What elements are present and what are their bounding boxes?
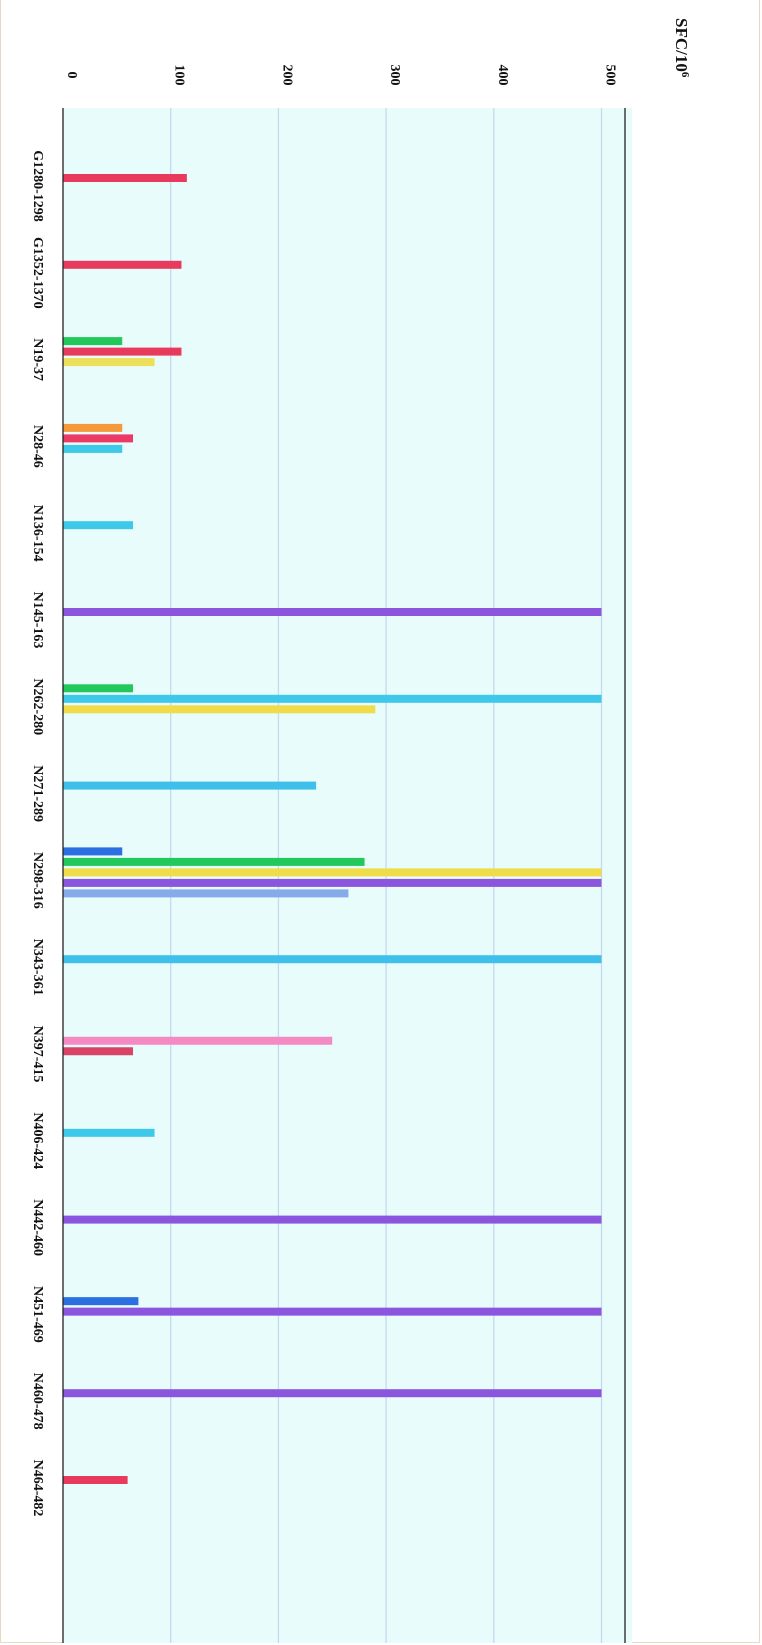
value-tick-label: 400 — [495, 65, 510, 86]
bar-n343-361-1 — [63, 955, 602, 964]
bar-n19-37-2 — [63, 347, 182, 356]
bar-n28-46-2 — [63, 434, 134, 443]
category-label: N442-460 — [30, 1199, 45, 1256]
bar-n298-316-4 — [63, 878, 602, 887]
value-tick-label: 0 — [64, 72, 79, 79]
value-tick-labels: 0 100 200 300 400 500 — [64, 65, 618, 86]
category-label: N262-280 — [30, 678, 45, 735]
bar-n136-154-1 — [63, 521, 134, 530]
value-tick-label: 500 — [603, 65, 618, 86]
bar-n28-46-1 — [63, 423, 123, 432]
category-label: N451-469 — [30, 1286, 45, 1343]
category-label: N19-37 — [30, 338, 45, 381]
bar-n28-46-3 — [63, 444, 123, 453]
bar-n19-37-3 — [63, 358, 155, 367]
value-tick-label: 300 — [387, 65, 402, 86]
category-label: G1280-1298 — [30, 150, 45, 222]
category-label: N145-163 — [30, 592, 45, 649]
bar-n298-316-3 — [63, 868, 602, 877]
bar-n298-316-5 — [63, 889, 349, 898]
bar-n298-316-1 — [63, 847, 123, 856]
category-label: N271-289 — [30, 765, 45, 822]
bar-n464-482-1 — [63, 1476, 128, 1484]
bar-n262-280-1 — [63, 684, 134, 693]
bar-n262-280-2 — [63, 694, 602, 703]
bar-g1352-1370-1 — [63, 260, 182, 269]
category-label: G1352-1370 — [30, 237, 45, 309]
bar-n460-478-1 — [63, 1389, 602, 1398]
bar-n145-163-1 — [63, 608, 602, 616]
value-tick-label: 100 — [172, 65, 187, 86]
category-label: N28-46 — [30, 425, 45, 468]
bar-n271-289-1 — [63, 781, 317, 790]
category-label: N136-154 — [30, 505, 45, 562]
bars — [63, 174, 602, 1484]
value-tick-label: 200 — [279, 65, 294, 86]
bar-n451-469-2 — [63, 1307, 602, 1316]
category-label: N397-415 — [30, 1026, 45, 1083]
category-label: N298-316 — [30, 852, 45, 909]
category-label: N464-482 — [30, 1460, 45, 1517]
category-label: N406-424 — [30, 1112, 45, 1169]
category-label: N460-478 — [30, 1373, 45, 1430]
bar-n19-37-1 — [63, 337, 123, 346]
bar-n406-424-1 — [63, 1128, 155, 1137]
category-label: N343-361 — [30, 939, 45, 996]
value-axis-label-exponent: 6 — [679, 72, 691, 78]
bar-n451-469-1 — [63, 1297, 139, 1306]
bar-n298-316-2 — [63, 857, 365, 866]
bar-g1280-1298-1 — [63, 174, 187, 182]
value-axis-label: SFC/106 — [672, 18, 691, 78]
value-axis-label-text: SFC/10 — [672, 18, 691, 72]
bar-n397-415-2 — [63, 1047, 134, 1056]
bar-n262-280-3 — [63, 705, 376, 714]
category-labels: G1280-1298 G1352-1370 N19-37 N28-46 N136-154… — [30, 150, 45, 1516]
bar-n397-415-1 — [63, 1036, 333, 1045]
bar-n442-460-1 — [63, 1215, 602, 1224]
